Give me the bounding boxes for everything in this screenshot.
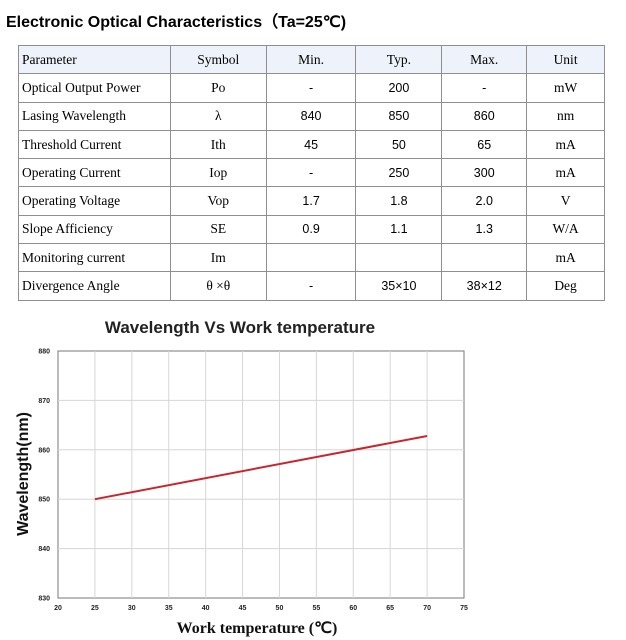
cell-min: - xyxy=(265,271,357,301)
series-line xyxy=(94,434,428,501)
x-tick-label: 75 xyxy=(460,605,468,612)
table-row: Divergence Angle θ ×θ -35×10 38×12 Deg xyxy=(18,271,605,301)
table-row: Lasing Wavelength λ 840 850 860 nm xyxy=(18,101,605,131)
wavelength-chart: 20 25 30 35 40 45 50 55 60 65 70 75 830 840 850 860 870… xyxy=(15,349,468,638)
column-header: Unit xyxy=(526,44,605,75)
cell-symbol: Iop xyxy=(169,158,267,188)
cell-unit: mA xyxy=(526,158,605,188)
cell-symbol: Vop xyxy=(169,186,267,216)
table-header-row: Parameter Symbol Min. Typ. Max. Unit xyxy=(18,44,605,75)
cell-typ: 50 xyxy=(355,129,443,160)
section-heading: Electronic Optical Characteristics（Ta=25… xyxy=(6,14,347,31)
column-header: Min. xyxy=(265,44,357,75)
x-tick-label: 20 xyxy=(54,605,62,612)
table-row: Optical Output Power Po -200- mW xyxy=(18,73,605,103)
cell-typ: 200 xyxy=(355,73,443,103)
cell-parameter: Slope Afficiency xyxy=(18,214,171,245)
y-tick-label: 870 xyxy=(38,398,50,405)
cell-typ: 1.1 xyxy=(355,214,443,245)
cell-parameter: Operating Current xyxy=(18,158,171,188)
cell-max: 65 xyxy=(441,129,528,160)
cell-typ: 850 xyxy=(355,101,443,131)
cell-min: - xyxy=(265,73,357,103)
cell-typ: 35×10 xyxy=(355,271,443,301)
x-tick-label: 70 xyxy=(423,605,431,612)
plot-area xyxy=(57,350,465,599)
cell-unit: mW xyxy=(526,73,605,103)
cell-max: 300 xyxy=(441,158,528,188)
cell-symbol: θ ×θ xyxy=(169,271,267,301)
cell-unit: Deg xyxy=(526,271,605,301)
x-tick-label: 55 xyxy=(312,605,320,612)
y-tick-label: 830 xyxy=(38,596,50,603)
table-row: Threshold Current Ith 45 50 65 mA xyxy=(18,129,605,160)
cell-symbol: Im xyxy=(169,243,267,273)
y-tick-label: 840 xyxy=(38,546,50,553)
cell-symbol: Ith xyxy=(169,129,267,160)
x-tick-label: 50 xyxy=(276,605,284,612)
cell-max: - xyxy=(441,73,528,103)
cell-min: - xyxy=(265,158,357,188)
y-tick-label: 860 xyxy=(38,447,50,454)
x-tick-label: 25 xyxy=(91,605,99,612)
cell-min: 840 xyxy=(265,101,357,131)
cell-symbol: Po xyxy=(169,73,267,103)
x-tick-label: 40 xyxy=(202,605,210,612)
cell-max: 1.3 xyxy=(441,214,528,245)
cell-unit: V xyxy=(526,186,605,216)
table-row: Monitoring current Im mA xyxy=(18,243,605,273)
cell-min xyxy=(265,243,357,273)
x-tick-label: 45 xyxy=(239,605,247,612)
cell-parameter: Lasing Wavelength xyxy=(18,101,171,131)
x-tick-label: 35 xyxy=(165,605,173,612)
cell-max: 860 xyxy=(441,101,528,131)
cell-max: 2.0 xyxy=(441,186,528,216)
x-tick-label: 30 xyxy=(128,605,136,612)
cell-max xyxy=(441,243,528,273)
x-tick-label: 60 xyxy=(349,605,357,612)
cell-symbol: SE xyxy=(169,214,267,245)
spec-table: Parameter Symbol Min. Typ. Max. Unit Optical O… xyxy=(18,44,605,301)
cell-parameter: Divergence Angle xyxy=(18,271,171,301)
cell-unit: mA xyxy=(526,129,605,160)
cell-typ xyxy=(355,243,443,273)
table-row: Operating Current Iop -250 300 mA xyxy=(18,158,605,188)
cell-unit: W/A xyxy=(526,214,605,245)
y-tick-label: 850 xyxy=(38,497,50,504)
y-tick-label: 880 xyxy=(38,349,50,356)
cell-unit: mA xyxy=(526,243,605,273)
x-axis-label: Work temperature (℃) xyxy=(177,620,338,637)
cell-parameter: Operating Voltage xyxy=(18,186,171,216)
table-row: Slope Afficiency SE 0.9 1.1 1.3 W/A xyxy=(18,214,605,245)
cell-min: 0.9 xyxy=(265,214,357,245)
cell-parameter: Optical Output Power xyxy=(18,73,171,103)
cell-parameter: Monitoring current xyxy=(18,243,171,273)
cell-min: 45 xyxy=(265,129,357,160)
cell-typ: 250 xyxy=(355,158,443,188)
cell-typ: 1.8 xyxy=(355,186,443,216)
cell-min: 1.7 xyxy=(265,186,357,216)
cell-parameter: Threshold Current xyxy=(18,129,171,160)
table-row: Operating Voltage Vop 1.7 1.8 2.0 V xyxy=(18,186,605,216)
column-header: Max. xyxy=(441,44,528,75)
cell-max: 38×12 xyxy=(441,271,528,301)
column-header: Typ. xyxy=(355,44,443,75)
cell-unit: nm xyxy=(526,101,605,131)
y-axis-label: Wavelength(nm) xyxy=(15,412,32,536)
column-header: Parameter xyxy=(18,44,171,75)
chart-title: Wavelength Vs Work temperature xyxy=(104,318,376,337)
column-header: Symbol xyxy=(169,44,267,75)
cell-symbol: λ xyxy=(169,101,267,131)
x-tick-label: 65 xyxy=(386,605,394,612)
